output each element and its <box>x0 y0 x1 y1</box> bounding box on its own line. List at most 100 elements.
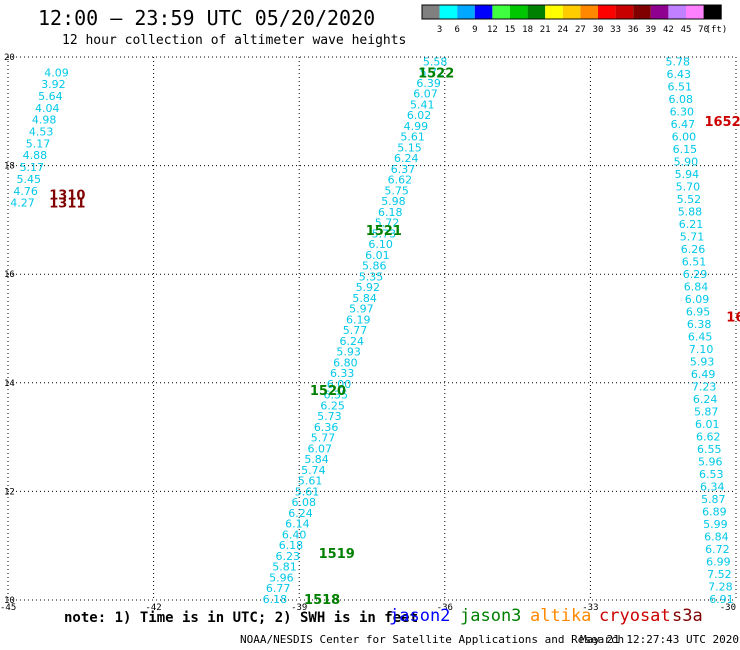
wave-height-value: 6.02 <box>407 109 432 122</box>
wave-height-value: 5.86 <box>362 260 387 273</box>
legend-swatch <box>422 5 440 19</box>
wave-height-value: 6.40 <box>282 528 307 541</box>
wave-height-value: 7.10 <box>689 343 714 356</box>
wave-height-value: 6.01 <box>365 249 390 262</box>
legend-bin-label: 42 <box>663 25 674 34</box>
wave-height-value: 5.93 <box>690 355 715 368</box>
wave-height-value: 6.53 <box>699 468 724 481</box>
credit-line: NOAA/NESDIS Center for Satellite Applica… <box>240 633 625 646</box>
legend-bin-label: 39 <box>645 25 656 34</box>
wave-height-value: 6.24 <box>288 507 313 520</box>
legend-bin-label: 70 <box>698 25 709 34</box>
wave-height-value: 5.81 <box>272 561 297 574</box>
legend-swatch <box>598 5 616 19</box>
wave-height-value: 6.08 <box>292 496 317 509</box>
wave-height-value: 7.23 <box>692 380 717 393</box>
wave-height-value: 6.26 <box>681 243 706 256</box>
chart-subtitle: 12 hour collection of altimeter wave hei… <box>62 33 407 48</box>
legend-swatch <box>527 5 546 19</box>
pass-time-label: 1518 <box>304 593 340 608</box>
pass-time-label: 1521 <box>366 224 402 239</box>
legend-swatch <box>650 5 669 19</box>
wave-height-value: 5.87 <box>694 405 719 418</box>
wave-height-value: 5.73 <box>372 227 397 240</box>
wave-height-value: 6.08 <box>669 93 694 106</box>
x-tick-label: -45 <box>0 603 16 613</box>
legend-swatch <box>510 5 528 19</box>
wave-height-value: 4.88 <box>23 149 48 162</box>
legend-swatch <box>545 5 563 19</box>
legend-bin-label: 24 <box>557 25 568 34</box>
wave-height-value: 5.72 <box>375 217 400 230</box>
legend-swatch <box>703 5 722 19</box>
wave-height-value: 6.18 <box>378 206 403 219</box>
wave-height-value: 6.80 <box>333 356 358 369</box>
wave-height-value: 6.55 <box>697 443 722 456</box>
wave-height-value: 5.75 <box>384 184 409 197</box>
wave-height-value: 4.53 <box>29 126 54 139</box>
wave-height-value: 5.96 <box>698 455 723 468</box>
legend-bin-label: 12 <box>487 25 498 34</box>
wave-height-value: 6.49 <box>691 368 716 381</box>
wave-height-value: 5.99 <box>703 518 728 531</box>
legend-swatch <box>668 5 686 19</box>
wave-height-value: 5.74 <box>301 464 326 477</box>
legend-swatch <box>562 5 581 19</box>
legend-swatch <box>457 5 475 19</box>
wave-height-value: 6.84 <box>704 530 729 543</box>
wave-height-value: 5.64 <box>38 90 63 103</box>
wave-height-value: 5.96 <box>269 571 294 584</box>
legend-bin-label: 30 <box>593 25 604 34</box>
wave-height-value: 5.71 <box>680 230 705 243</box>
x-tick-label: -42 <box>145 603 161 613</box>
wave-height-value: 6.35 <box>324 389 349 402</box>
wave-height-value: 6.21 <box>679 218 704 231</box>
wave-height-value: 6.91 <box>709 593 734 606</box>
wave-height-value: 4.76 <box>13 185 38 198</box>
legend-swatch <box>615 5 634 19</box>
wave-height-value: 4.98 <box>32 114 57 127</box>
y-tick-label: 20 <box>4 53 15 63</box>
wave-height-value: 4.27 <box>10 197 35 210</box>
wave-height-value: 6.07 <box>413 88 438 101</box>
x-tick-label: -39 <box>291 603 307 613</box>
wave-height-value: 6.07 <box>308 442 333 455</box>
x-tick-label: -33 <box>582 603 598 613</box>
wave-height-value: 5.61 <box>400 131 425 144</box>
wave-height-value: 5.77 <box>343 324 368 337</box>
wave-height-value: 6.10 <box>368 238 393 251</box>
pass-time-label: 1311 <box>49 197 85 212</box>
legend-border <box>421 4 722 20</box>
chart-title: 12:00 — 23:59 UTC 05/20/2020 <box>38 6 376 30</box>
wave-height-value: 6.47 <box>671 118 696 131</box>
wave-height-value: 5.78 <box>666 55 691 68</box>
wave-height-value: 5.61 <box>298 475 323 488</box>
satellite-s3a-label: s3a <box>672 606 703 626</box>
wave-height-value: 5.97 <box>349 303 374 316</box>
wave-height-value: 6.51 <box>668 80 693 93</box>
legend-bin-label: 21 <box>540 25 551 34</box>
wave-height-value: 6.24 <box>693 393 718 406</box>
satellite-cryosat-label: cryosat <box>599 606 671 626</box>
legend-swatch <box>474 5 493 19</box>
x-tick-label: -36 <box>437 603 453 613</box>
wave-height-value: 7.28 <box>708 580 733 593</box>
wave-height-value: 6.62 <box>388 174 413 187</box>
wave-height-value: 6.29 <box>683 268 708 281</box>
legend-swatch <box>686 5 704 19</box>
wave-height-value: 6.25 <box>320 399 345 412</box>
pass-time-label: 1310 <box>49 188 85 203</box>
pass-time-label: 1652 <box>704 115 740 130</box>
footer-note: note: 1) Time is in UTC; 2) SWH is in fe… <box>64 610 419 626</box>
wave-height-value: 3.92 <box>41 78 66 91</box>
legend-bin-label: 36 <box>628 25 639 34</box>
pass-time-label: 1522 <box>418 66 454 81</box>
legend-swatch <box>439 5 458 19</box>
wave-height-value: 6.00 <box>672 130 697 143</box>
wave-height-value: 5.84 <box>304 453 329 466</box>
satellite-altika-label: altika <box>530 606 592 626</box>
wave-height-value: 6.33 <box>330 367 355 380</box>
wave-height-value: 6.95 <box>686 305 711 318</box>
wave-height-value: 5.88 <box>678 205 703 218</box>
